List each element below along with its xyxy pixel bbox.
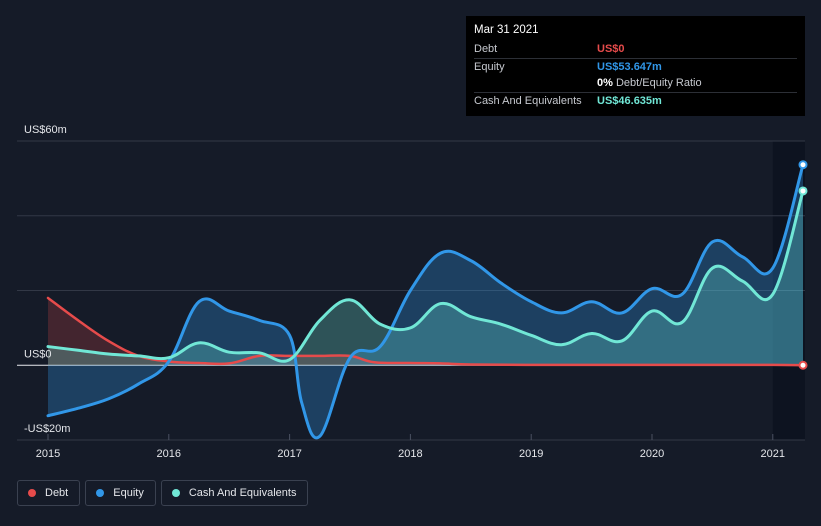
end-markers: [798, 160, 808, 370]
x-tick-label: 2017: [277, 448, 301, 460]
x-tick-label: 2016: [157, 448, 181, 460]
equity-end-point[interactable]: [798, 160, 808, 170]
legend-cash-label: Cash And Equivalents: [188, 487, 297, 499]
legend-debt-dot-icon: [28, 489, 36, 497]
legend-equity-dot-icon: [96, 489, 105, 497]
tooltip-cash-label: Cash And Equivalents: [474, 94, 582, 107]
tooltip-equity-label: Equity: [474, 60, 505, 73]
legend: Debt Equity Cash And Equivalents: [17, 480, 309, 506]
equity-area: [48, 164, 803, 438]
tooltip-equity-value: US$53.647m: [597, 60, 662, 73]
legend-debt-label: Debt: [45, 487, 69, 499]
tooltip-ratio-label: Debt/Equity Ratio: [615, 77, 702, 90]
x-tick-label: 2021: [761, 448, 785, 460]
cash-line: [46, 189, 805, 363]
y-tick-label: US$60m: [24, 124, 67, 136]
legend-item-cash[interactable]: Cash And Equivalents: [160, 480, 309, 506]
cash-area: [48, 190, 803, 366]
tooltip-row-ratio: 0% Debt/Equity Ratio: [474, 75, 797, 93]
tooltip-debt-value: US$0: [597, 43, 625, 56]
area-fills: [48, 164, 803, 438]
tooltip-ratio-value: 0%: [597, 77, 613, 90]
x-tick-label: 2019: [519, 448, 543, 460]
x-tick-label: 2020: [640, 448, 664, 460]
x-tick-label: 2015: [36, 448, 60, 460]
series-lines: [46, 163, 805, 440]
y-tick-label: US$0: [24, 348, 52, 360]
tooltip-panel: Mar 31 2021 Debt US$0 Equity US$53.647m …: [466, 16, 805, 116]
tooltip-date: Mar 31 2021: [474, 24, 539, 36]
legend-cash-dot-icon: [171, 489, 180, 497]
tooltip-row-equity: Equity US$53.647m: [474, 59, 797, 76]
equity-line: [46, 163, 805, 440]
tooltip-row-debt: Debt US$0: [474, 41, 797, 59]
cash-end-point[interactable]: [798, 186, 808, 196]
legend-item-equity[interactable]: Equity: [85, 480, 156, 506]
tooltip-row-cash: Cash And Equivalents US$46.635m: [474, 93, 797, 110]
axis-labels: US$60m US$0 -US$20m 2015 2016 2017 2018 2019 202…: [24, 124, 785, 460]
x-tick-label: 2018: [398, 448, 422, 460]
debt-end-point[interactable]: [798, 360, 808, 370]
legend-item-debt[interactable]: Debt: [17, 480, 81, 506]
tooltip-cash-value: US$46.635m: [597, 94, 662, 107]
tooltip-debt-label: Debt: [474, 43, 498, 56]
legend-equity-label: Equity: [113, 487, 144, 499]
debt-area: [48, 297, 803, 366]
y-tick-label: -US$20m: [24, 423, 70, 435]
